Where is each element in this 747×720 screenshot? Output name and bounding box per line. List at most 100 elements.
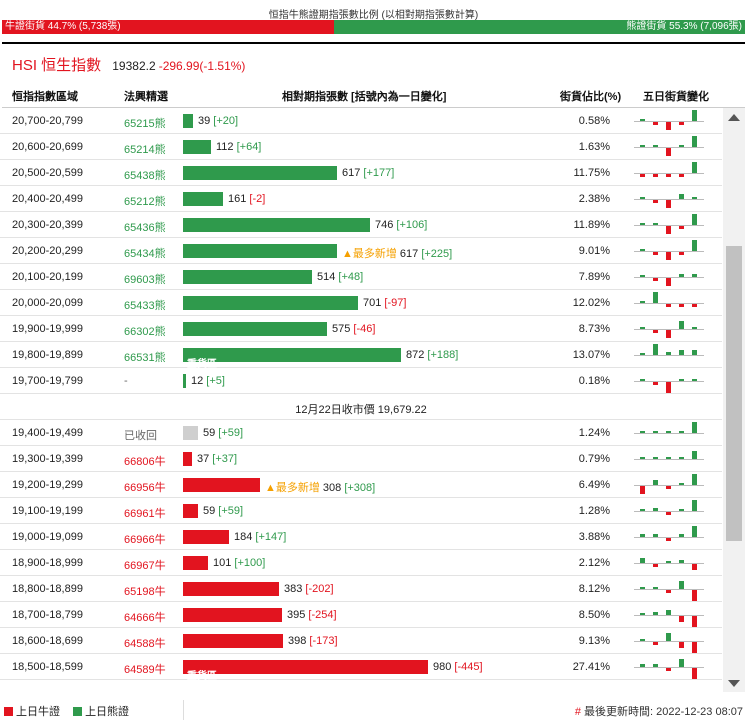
index-range: 20,400-20,499	[12, 193, 83, 205]
qty-bar-zone: 重貨區 872 [+188]	[183, 342, 563, 370]
sparkline-axis	[634, 589, 704, 590]
sparkline-bar	[692, 526, 697, 537]
cbbc-table[interactable]: 20,700-20,799 65215熊 39 [+20] 0.58% 20,600-2…	[0, 108, 722, 692]
qty-value: 575	[332, 323, 354, 335]
five-day-sparkline	[634, 162, 704, 184]
five-day-sparkline	[634, 188, 704, 210]
sparkline-bar	[640, 119, 645, 121]
index-name[interactable]: HSI 恒生指數	[12, 57, 102, 74]
sparkline-bar	[640, 197, 645, 199]
warrant-code[interactable]: 65215熊	[124, 118, 166, 130]
table-row[interactable]: 20,400-20,499 65212熊 161 [-2] 2.38%	[0, 186, 722, 212]
qty-label: 12 [+5]	[191, 375, 225, 387]
warrant-code[interactable]: 65212熊	[124, 196, 166, 208]
qty-label: 112 [+64]	[216, 141, 261, 153]
qty-bar	[183, 530, 229, 544]
sparkline-bar	[692, 327, 697, 329]
warrant-code[interactable]: 65438熊	[124, 170, 166, 182]
sparkline-bar	[679, 122, 684, 125]
qty-bar	[183, 244, 337, 258]
table-row[interactable]: 19,000-19,099 66966牛 184 [+147] 3.88%	[0, 524, 722, 550]
five-day-sparkline	[634, 318, 704, 340]
five-day-sparkline	[634, 422, 704, 444]
table-row[interactable]: 20,200-20,299 65434熊 ▲最多新增 617 [+225] 9.01%	[0, 238, 722, 264]
qty-delta: [+5]	[206, 375, 225, 387]
index-range: 19,100-19,199	[12, 505, 83, 517]
qty-label: 398 [-173]	[288, 635, 338, 647]
qty-bar	[183, 634, 283, 648]
table-row[interactable]: 20,500-20,599 65438熊 617 [+177] 11.75%	[0, 160, 722, 186]
table-row[interactable]: 18,900-18,999 66967牛 101 [+100] 2.12%	[0, 550, 722, 576]
qty-bar	[183, 556, 208, 570]
table-row[interactable]: 20,600-20,699 65214熊 112 [+64] 1.63%	[0, 134, 722, 160]
sparkline-bar	[679, 658, 684, 667]
qty-label: 59 [+59]	[203, 505, 243, 517]
warrant-code[interactable]: 69603熊	[124, 274, 166, 286]
table-row[interactable]: 20,000-20,099 65433熊 701 [-97] 12.02%	[0, 290, 722, 316]
table-row[interactable]: 19,400-19,499 已收回 59 [+59] 1.24%	[0, 420, 722, 446]
table-row[interactable]: 18,800-18,899 65198牛 383 [-202] 8.12%	[0, 576, 722, 602]
warrant-code[interactable]: 65433熊	[124, 300, 166, 312]
divider	[183, 700, 184, 720]
table-row[interactable]: 18,700-18,799 64666牛 395 [-254] 8.50%	[0, 602, 722, 628]
qty-label: 184 [+147]	[234, 531, 286, 543]
table-row[interactable]: 18,600-18,699 64588牛 398 [-173] 9.13%	[0, 628, 722, 654]
table-row[interactable]: 19,100-19,199 66961牛 59 [+59] 1.28%	[0, 498, 722, 524]
table-row[interactable]: 18,500-18,599 64589牛 重貨區 980 [-445] 27.41%	[0, 654, 722, 682]
qty-value: 617	[399, 248, 422, 260]
sparkline-bar	[679, 560, 684, 563]
share-pct: 1.28%	[578, 505, 610, 517]
warrant-code[interactable]: 65434熊	[124, 248, 166, 260]
index-range: 20,000-20,099	[12, 297, 83, 309]
qty-label: 383 [-202]	[284, 583, 334, 595]
table-row[interactable]: 20,700-20,799 65215熊 39 [+20] 0.58%	[0, 108, 722, 134]
sparkline-bar	[640, 486, 645, 495]
index-range: 20,100-20,199	[12, 271, 83, 283]
share-pct: 8.12%	[578, 583, 610, 595]
warrant-code[interactable]: 已收回	[124, 430, 157, 442]
warrant-code[interactable]: 66531熊	[124, 352, 166, 364]
sparkline-axis	[634, 173, 704, 174]
warrant-code[interactable]: 64588牛	[124, 638, 166, 650]
scroll-down-icon[interactable]	[728, 680, 740, 687]
sparkline-bar	[692, 474, 697, 485]
sparkline-axis	[634, 121, 704, 122]
table-row[interactable]: 19,200-19,299 66956牛 ▲最多新增 308 [+308] 6.49%	[0, 472, 722, 498]
warrant-code[interactable]: 64589牛	[124, 664, 166, 676]
warrant-code[interactable]: 66806牛	[124, 456, 166, 468]
sparkline-bar	[653, 612, 658, 615]
sparkline-bar	[679, 145, 684, 147]
warrant-code[interactable]: 65436熊	[124, 222, 166, 234]
qty-label: 872 [+188]	[406, 349, 458, 361]
warrant-code[interactable]: 64666牛	[124, 612, 166, 624]
table-row[interactable]: 19,800-19,899 66531熊 重貨區 872 [+188] 13.07%	[0, 342, 722, 370]
qty-bar-zone: 重貨區 980 [-445]	[183, 654, 563, 682]
table-row[interactable]: 20,100-20,199 69603熊 514 [+48] 7.89%	[0, 264, 722, 290]
table-row[interactable]: 19,900-19,999 66302熊 575 [-46] 8.73%	[0, 316, 722, 342]
table-row[interactable]: 19,700-19,799 - 12 [+5] 0.18%	[0, 368, 722, 394]
warrant-code[interactable]: 66967牛	[124, 560, 166, 572]
qty-label: 514 [+48]	[317, 271, 363, 283]
sparkline-bar	[666, 512, 671, 515]
warrant-code: -	[124, 375, 128, 387]
five-day-sparkline	[634, 552, 704, 574]
warrant-code[interactable]: 66956牛	[124, 482, 166, 494]
table-scrollbar[interactable]	[723, 108, 745, 692]
qty-delta: [+106]	[396, 219, 428, 231]
sparkline-bar	[666, 486, 671, 489]
table-row[interactable]: 20,300-20,399 65436熊 746 [+106] 11.89%	[0, 212, 722, 238]
qty-label: 101 [+100]	[213, 557, 265, 569]
scroll-up-icon[interactable]	[728, 114, 740, 121]
warrant-code[interactable]: 65214熊	[124, 144, 166, 156]
qty-delta: [+225]	[421, 248, 453, 260]
hash-icon: #	[574, 706, 582, 718]
qty-bar	[183, 322, 327, 336]
warrant-code[interactable]: 66302熊	[124, 326, 166, 338]
warrant-code[interactable]: 66966牛	[124, 534, 166, 546]
sparkline-bar	[679, 509, 684, 511]
warrant-code[interactable]: 65198牛	[124, 586, 166, 598]
warrant-code[interactable]: 66961牛	[124, 508, 166, 520]
scroll-thumb[interactable]	[726, 246, 742, 541]
table-row[interactable]: 19,300-19,399 66806牛 37 [+37] 0.79%	[0, 446, 722, 472]
qty-label: 39 [+20]	[198, 115, 238, 127]
